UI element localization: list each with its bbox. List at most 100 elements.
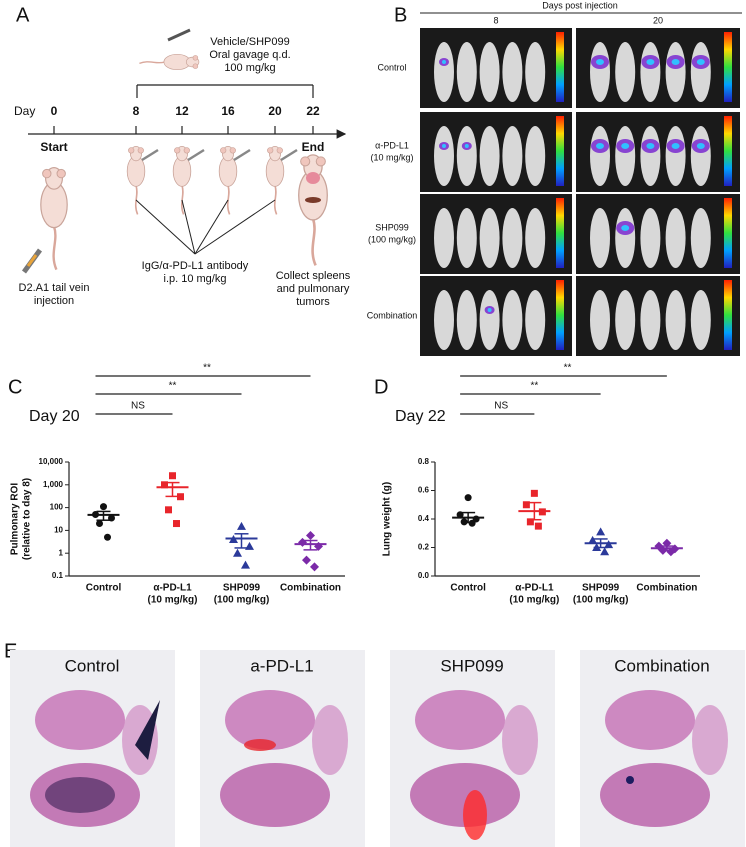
tissue: [312, 705, 348, 775]
mouse-image: [690, 208, 711, 268]
mouse-image: [434, 126, 454, 186]
mouse-image: [690, 42, 711, 102]
tissue: [35, 690, 125, 750]
mouse-image: [615, 208, 636, 268]
y-tick-label: 1,000: [43, 480, 64, 489]
y-tick-label: 10,000: [39, 457, 64, 466]
mouse-ear: [183, 147, 190, 154]
mouse-icon: [40, 166, 68, 271]
mouse-tail: [134, 185, 139, 215]
day-number: 12: [175, 104, 189, 118]
mouse-image: [502, 42, 523, 102]
histology-title: SHP099: [440, 656, 503, 675]
x-tick-label: SHP099: [223, 583, 261, 594]
histology-title: a-PD-L1: [250, 656, 313, 675]
panel-letter: C: [8, 376, 22, 398]
x-tick-sublabel: (100 mg/kg): [573, 595, 629, 606]
mouse-image: [456, 290, 477, 350]
y-tick-label: 0.2: [418, 543, 430, 552]
y-tick-label: 0.8: [418, 457, 430, 466]
signal-core: [646, 143, 655, 149]
treatment-text: Vehicle/SHP099: [210, 36, 290, 48]
color-scale: [724, 198, 732, 268]
mouse-ear: [56, 168, 66, 179]
mouse-ear: [229, 147, 236, 154]
mouse-image: [690, 290, 711, 350]
tissue: [220, 763, 330, 827]
mouse-image: [434, 42, 454, 102]
y-tick-label: 0.6: [418, 486, 430, 495]
chart-title: Day 22: [395, 408, 446, 425]
row-label: (10 mg/kg): [370, 152, 413, 162]
x-tick-sublabel: (10 mg/kg): [509, 595, 559, 606]
significance-label: **: [203, 363, 211, 374]
x-tick-sublabel: (10 mg/kg): [147, 595, 197, 606]
mouse-ear: [192, 63, 199, 69]
tissue: [225, 690, 315, 750]
histology-title: Control: [65, 656, 120, 675]
column-label: 8: [493, 15, 498, 25]
injection-text: D2.A1 tail vein: [19, 282, 90, 294]
end-label: End: [302, 140, 325, 154]
signal-core: [671, 59, 680, 65]
significance-label: **: [169, 381, 177, 392]
row-label: SHP099: [375, 222, 409, 232]
data-point: [666, 547, 676, 557]
injection-text: injection: [34, 295, 74, 307]
column-header: Days post injection: [542, 0, 618, 10]
y-axis-label: Pulmonary ROI: [10, 483, 21, 555]
syringe: [233, 148, 251, 162]
data-point: [464, 494, 472, 502]
antibody-text: IgG/α-PD-L1 antibody: [142, 260, 249, 272]
day-number: 20: [268, 104, 282, 118]
ink: [135, 700, 160, 760]
data-point: [530, 489, 538, 497]
x-tick-label: Control: [450, 583, 486, 594]
row-label: Control: [377, 62, 406, 72]
mouse-image: [434, 290, 454, 350]
mouse-image: [690, 126, 711, 186]
mouse-image: [434, 208, 454, 268]
blood: [626, 776, 634, 784]
mouse-tail: [180, 185, 185, 215]
x-tick-label: α-PD-L1: [515, 583, 554, 594]
tissue: [692, 705, 728, 775]
syringe: [187, 148, 205, 162]
mouse-tail: [311, 218, 317, 266]
mouse-image: [640, 290, 661, 350]
x-tick-sublabel: (100 mg/kg): [214, 595, 270, 606]
mouse-image: [479, 42, 500, 102]
mouse-ear: [42, 168, 52, 179]
day-number: 22: [306, 104, 320, 118]
y-tick-label: 10: [54, 526, 63, 535]
data-point: [96, 520, 103, 528]
mouse-image: [640, 208, 661, 268]
color-scale: [556, 280, 564, 350]
panel-letter: D: [374, 376, 388, 398]
tissue: [415, 690, 505, 750]
signal-core: [487, 308, 492, 312]
mouse-icon: [218, 145, 238, 215]
mouse-tail: [52, 226, 58, 271]
blood: [463, 790, 487, 840]
lung-icon: [306, 172, 320, 184]
x-tick-label: Control: [86, 583, 122, 594]
mouse-image: [665, 290, 686, 350]
mouse-image: [665, 42, 686, 102]
signal-core: [621, 143, 630, 149]
signal-core: [596, 143, 604, 149]
tissue: [600, 763, 710, 827]
chart-title: Day 20: [29, 408, 80, 425]
day-number: 8: [133, 104, 140, 118]
y-axis-label: Lung weight (g): [382, 482, 393, 556]
data-point: [298, 537, 307, 547]
start-label: Start: [40, 140, 67, 154]
mouse-icon: [265, 145, 285, 215]
data-point: [165, 506, 172, 514]
data-point: [310, 562, 319, 572]
mouse-ear: [220, 147, 227, 154]
data-point: [600, 547, 610, 556]
histology-title: Combination: [614, 656, 709, 675]
blood: [244, 739, 276, 751]
mouse-image: [615, 126, 636, 186]
